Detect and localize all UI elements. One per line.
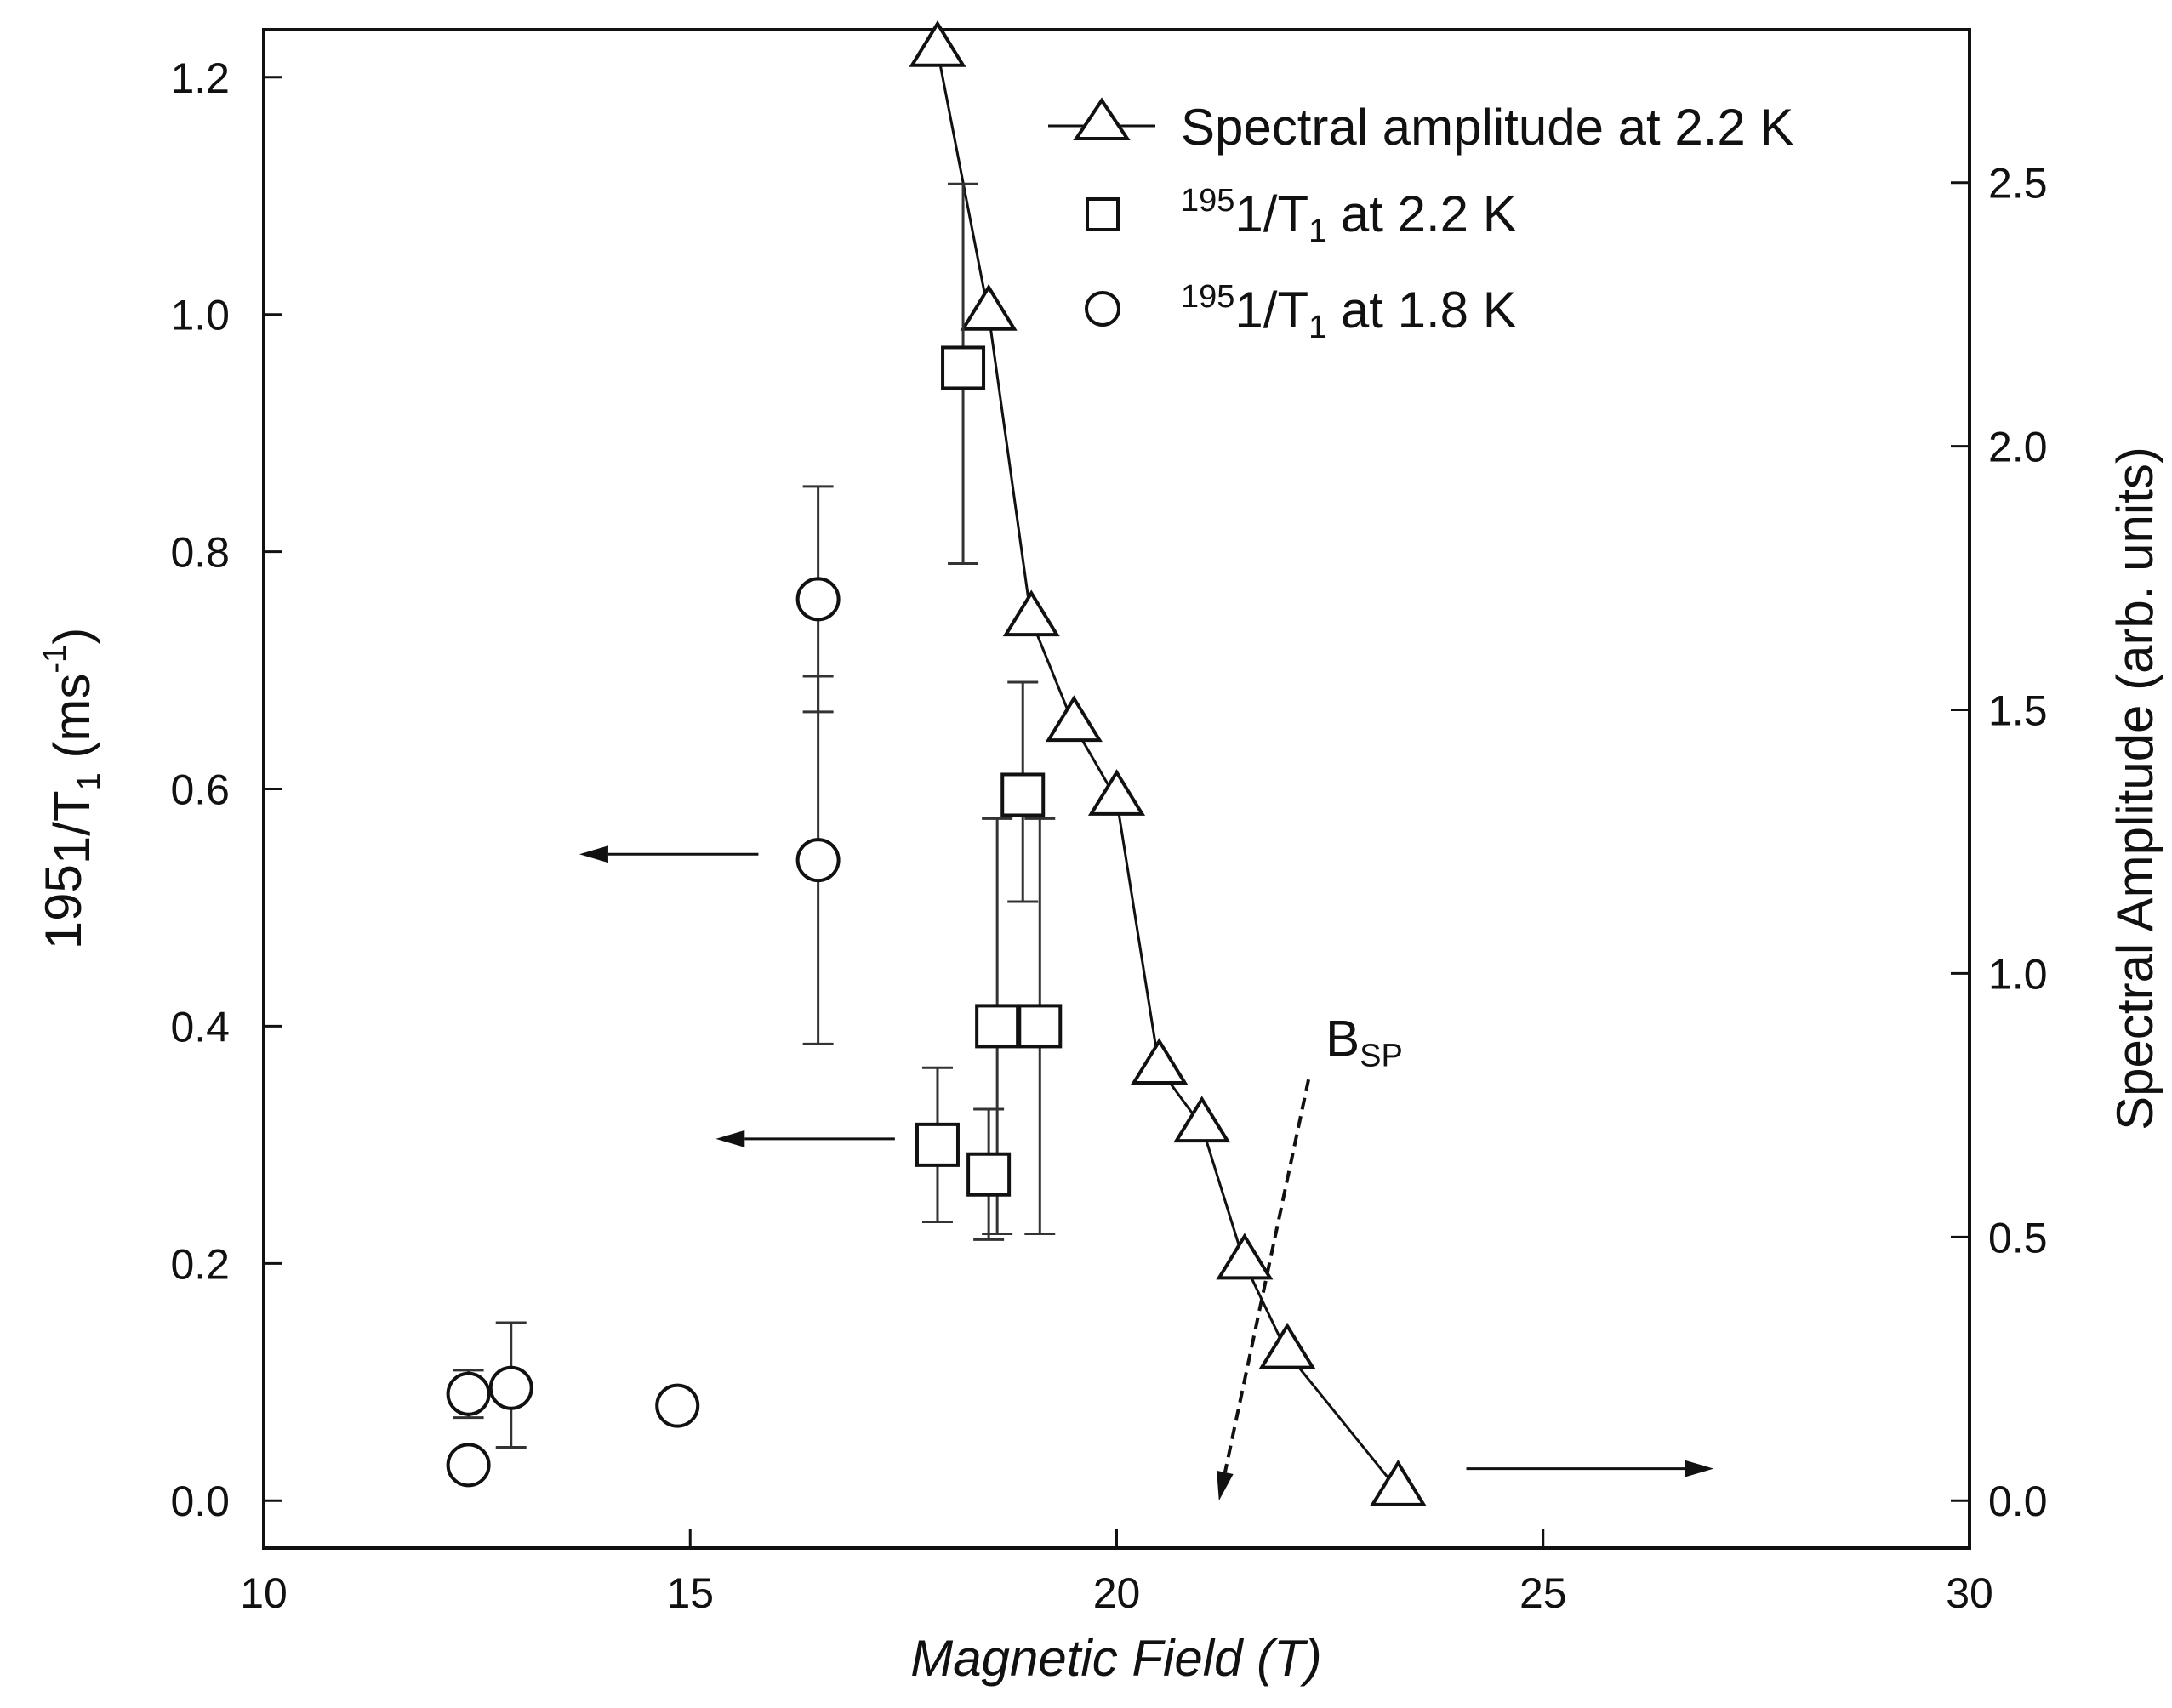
y-left-title-unit-sup: -1 — [37, 645, 73, 674]
x-tick-label: 30 — [1946, 1569, 1993, 1617]
circle-marker — [655, 1383, 700, 1428]
legend-square-rest: at 2.2 K — [1326, 185, 1516, 242]
y-left-title-main: 1/T — [43, 790, 100, 864]
y-left-title-sub: 1 — [71, 772, 107, 790]
triangle-marker — [1131, 1038, 1189, 1085]
arrow-head — [1217, 1470, 1234, 1501]
y-right-tick-label: 1.0 — [1988, 950, 2048, 998]
legend-label-spectral: Spectral amplitude at 2.2 K — [1181, 99, 1793, 156]
circle-marker — [446, 1443, 491, 1488]
legend-label-circle: 1951/T1 at 1.8 K — [1181, 279, 1517, 345]
triangle-marker — [1173, 1096, 1231, 1143]
x-axis-title: Magnetic Field (T) — [910, 1630, 1321, 1687]
legend-circle-icon — [1085, 291, 1120, 327]
y-axis-left: 0.0 0.2 0.4 0.6 0.8 1.0 1.2 — [170, 54, 282, 1525]
y-axis-left-title: 1951/T1 (ms-1) — [35, 628, 107, 949]
bsp-label-main: B — [1325, 1010, 1360, 1067]
arrow-head — [579, 845, 608, 863]
triangle-marker — [1087, 769, 1146, 816]
series-square — [915, 182, 1063, 1241]
square-marker — [1000, 772, 1046, 817]
series-line — [936, 50, 1400, 1491]
square-marker — [1018, 1004, 1063, 1049]
legend-item-triangle: Spectral amplitude at 2.2 K — [1048, 97, 1793, 156]
y-left-title-prefix: 195 — [35, 864, 92, 949]
series-circle — [446, 485, 841, 1488]
bsp-label: BSP — [1325, 1010, 1403, 1073]
legend-circle-sub: 1 — [1308, 310, 1326, 345]
y-left-tick-label: 1.2 — [170, 54, 230, 102]
triangle-marker — [1045, 695, 1103, 743]
y-left-tick-label: 0.8 — [170, 529, 230, 577]
y-left-tick-label: 0.2 — [170, 1240, 230, 1288]
x-tick-label: 10 — [240, 1569, 288, 1617]
annotation-layer: BSP — [579, 845, 1714, 1501]
bsp-label-sub: SP — [1360, 1038, 1403, 1073]
y-axis-right: 0.0 0.5 1.0 1.5 2.0 2.5 — [1951, 160, 2048, 1525]
x-tick-label: 15 — [666, 1569, 714, 1617]
y-left-tick-label: 0.0 — [170, 1477, 230, 1525]
x-tick-label: 20 — [1093, 1569, 1141, 1617]
series-triangle — [909, 20, 1427, 1506]
y-left-tick-label: 0.4 — [170, 1003, 230, 1050]
y-left-tick-label: 0.6 — [170, 766, 230, 814]
y-right-tick-label: 0.5 — [1988, 1214, 2048, 1261]
y-right-tick-label: 1.5 — [1988, 687, 2048, 735]
triangle-marker — [1258, 1322, 1316, 1369]
legend-item-square: 1951/T1 at 2.2 K — [1086, 183, 1517, 249]
y-right-tick-label: 0.0 — [1988, 1477, 2048, 1525]
triangle-marker — [1002, 589, 1060, 637]
arrow-head — [715, 1130, 745, 1147]
square-marker — [915, 1122, 960, 1167]
x-axis: 10 15 20 25 30 — [240, 1529, 1993, 1617]
legend-circle-rest: at 1.8 K — [1326, 282, 1516, 339]
bsp-dashed-arrow — [1223, 1079, 1311, 1473]
legend-square-icon — [1086, 197, 1120, 231]
square-marker — [966, 1152, 1012, 1197]
legend-triangle-icon — [1073, 97, 1131, 140]
series-layer — [446, 20, 1427, 1506]
y-left-title-unit: (ms — [43, 674, 100, 773]
legend: Spectral amplitude at 2.2 K 1951/T1 at 2… — [1048, 97, 1793, 345]
legend-square-sup: 195 — [1181, 183, 1234, 219]
y-left-tick-label: 1.0 — [170, 292, 230, 339]
circle-marker — [446, 1371, 491, 1416]
legend-label-square: 1951/T1 at 2.2 K — [1181, 183, 1517, 249]
triangle-marker — [909, 20, 966, 67]
triangle-marker — [960, 283, 1018, 331]
triangle-marker — [1369, 1459, 1427, 1506]
square-marker — [941, 345, 986, 390]
triangle-marker — [1216, 1233, 1274, 1280]
legend-square-main: 1/T — [1234, 185, 1308, 242]
y-right-tick-label: 2.5 — [1988, 160, 2048, 208]
circle-marker — [795, 577, 841, 622]
y-right-tick-label: 2.0 — [1988, 424, 2048, 471]
legend-square-sub: 1 — [1308, 214, 1326, 249]
arrow-head — [1685, 1460, 1714, 1477]
legend-item-circle: 1951/T1 at 1.8 K — [1085, 279, 1517, 345]
y-axis-right-title: Spectral Amplitude (arb. units) — [2106, 447, 2163, 1130]
circle-marker — [795, 838, 841, 883]
legend-circle-sup: 195 — [1181, 279, 1234, 315]
x-tick-label: 25 — [1519, 1569, 1567, 1617]
y-left-title-close: ) — [43, 628, 100, 645]
legend-circle-main: 1/T — [1234, 282, 1308, 339]
square-marker — [975, 1004, 1020, 1049]
circle-marker — [488, 1365, 533, 1410]
